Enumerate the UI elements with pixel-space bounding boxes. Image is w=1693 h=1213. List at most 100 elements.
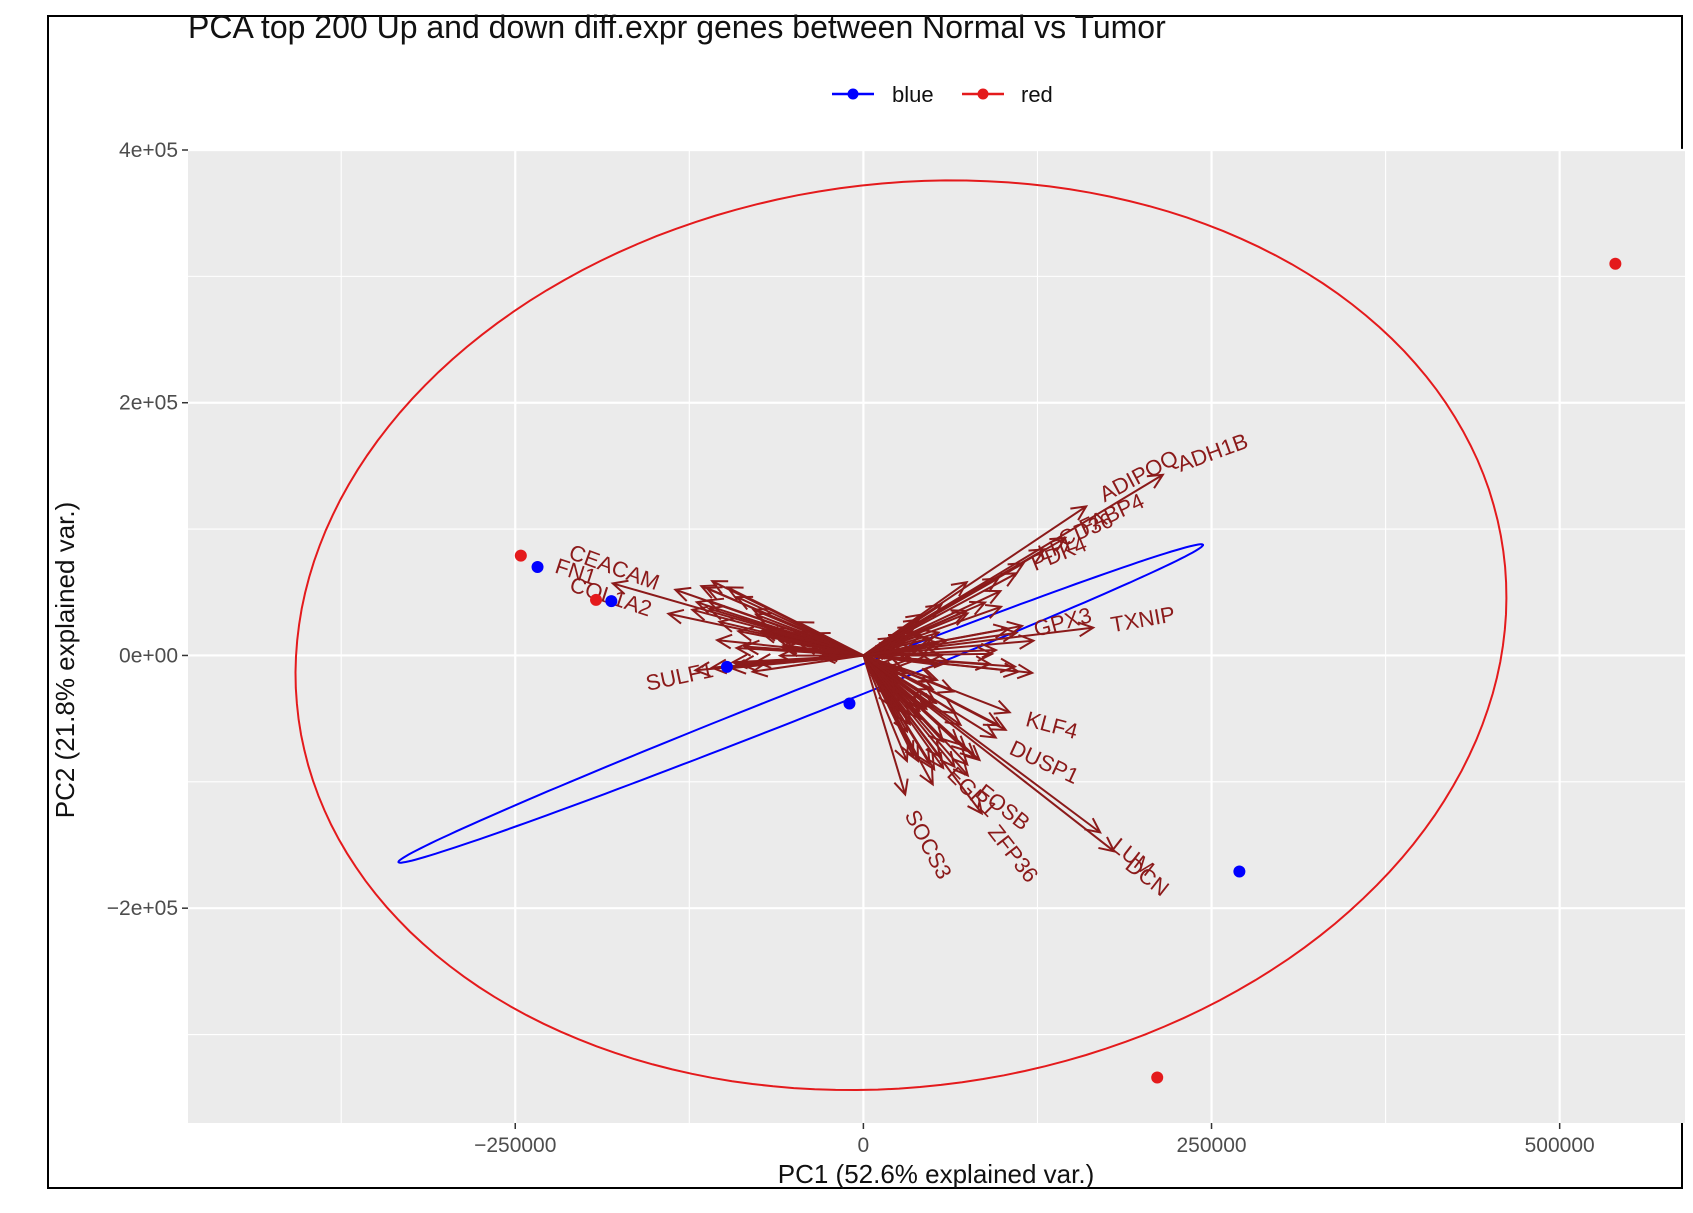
loading-arrow-sulf1 bbox=[731, 654, 864, 670]
loading-arrow-head bbox=[894, 744, 909, 764]
loading-arrow-head bbox=[977, 646, 995, 662]
loading-arrow-head bbox=[974, 655, 993, 671]
point-red bbox=[1151, 1071, 1164, 1084]
point-blue bbox=[720, 660, 733, 673]
loading-arrow-head bbox=[754, 653, 772, 669]
loading-arrow-fosb bbox=[862, 654, 969, 777]
loading-arrow-adipoq bbox=[862, 505, 1087, 657]
loading-arrow bbox=[862, 654, 1007, 731]
loading-arrow-head bbox=[710, 580, 729, 595]
point-red bbox=[1609, 257, 1622, 270]
loading-arrow-head bbox=[950, 580, 969, 597]
loading-arrow-head bbox=[781, 639, 799, 655]
loading-arrow-head bbox=[928, 751, 945, 770]
loading-arrow-head bbox=[951, 748, 969, 767]
loading-arrow-head bbox=[899, 651, 917, 667]
loading-arrow-socs3-head bbox=[893, 778, 909, 797]
loading-arrow-head bbox=[781, 641, 800, 658]
x-axis-title: PC1 (52.6% explained var.) bbox=[778, 1159, 1095, 1189]
loading-arrow-head bbox=[699, 584, 718, 599]
loading-arrow-dusp1 bbox=[862, 654, 997, 739]
loading-arrow-pdk4-head bbox=[1000, 572, 1019, 587]
loading-arrow bbox=[862, 655, 915, 757]
x-tick-label: −250000 bbox=[474, 1134, 556, 1157]
point-blue bbox=[531, 561, 544, 573]
loading-arrow-head bbox=[951, 611, 970, 626]
loading-arrow-fabp4-head bbox=[1049, 536, 1068, 552]
ellipses bbox=[294, 179, 1508, 1092]
y-axis-title: PC2 (21.8% explained var.) bbox=[50, 502, 80, 819]
point-blue bbox=[1233, 865, 1246, 878]
loading-arrow-head bbox=[917, 667, 936, 683]
loading-arrow-socs3 bbox=[862, 655, 907, 795]
legend-blue-label: blue bbox=[892, 82, 934, 107]
loading-arrow-head bbox=[693, 661, 711, 677]
loading-arrow-head bbox=[709, 658, 728, 675]
point-blue bbox=[843, 697, 856, 710]
loading-arrow-egr1 bbox=[862, 654, 941, 758]
loading-arrow-head bbox=[920, 753, 936, 772]
loading-arrow-head bbox=[751, 607, 770, 623]
loading-arrow-lum bbox=[862, 654, 1101, 834]
loading-arrow bbox=[727, 586, 864, 657]
loading-arrow-fosb-head bbox=[952, 759, 970, 778]
x-tick-label: 500000 bbox=[1525, 1134, 1595, 1157]
x-tick-label: 0 bbox=[858, 1134, 870, 1157]
loading-arrow-head bbox=[704, 586, 723, 601]
loading-arrow-fn1-head bbox=[610, 579, 629, 595]
legend-blue-dot bbox=[847, 88, 859, 100]
loading-arrow-lpl-head bbox=[1007, 562, 1026, 577]
loading-arrow-pdk4 bbox=[862, 572, 1018, 657]
ellipse-blue bbox=[397, 543, 1204, 864]
y-tick-label: 2e+05 bbox=[119, 392, 178, 415]
loading-arrow-zfp36-head bbox=[967, 797, 984, 816]
loading-arrow-col1a2-head bbox=[666, 608, 685, 625]
loading-arrows bbox=[610, 473, 1165, 853]
loading-arrow-head bbox=[980, 642, 999, 659]
loading-arrow-lum-head bbox=[1084, 817, 1102, 834]
loading-arrow-head bbox=[915, 747, 931, 766]
loading-arrow-head bbox=[777, 647, 795, 664]
loading-arrow-head bbox=[799, 639, 818, 656]
legend-red-label: red bbox=[1021, 82, 1053, 107]
loading-arrow-head bbox=[927, 725, 945, 744]
loading-arrow-head bbox=[690, 605, 709, 621]
loading-arrow-head bbox=[900, 740, 915, 759]
loading-arrow-adh1b-head bbox=[1146, 473, 1165, 489]
loading-arrow-gpx3 bbox=[863, 631, 1017, 657]
loading-arrow-head bbox=[742, 639, 760, 656]
loading-arrow-klf4 bbox=[863, 654, 1010, 714]
loading-arrow-ceacam-head bbox=[673, 586, 692, 602]
loading-arrow-egr1-head bbox=[925, 740, 942, 759]
loading-arrow-cd36-head bbox=[1028, 548, 1047, 564]
loading-arrow-head bbox=[984, 604, 1004, 619]
point-red bbox=[514, 549, 527, 562]
loading-arrow-head bbox=[736, 626, 755, 642]
loading-arrow-head bbox=[937, 678, 956, 694]
loading-arrow-ceacam bbox=[675, 588, 864, 657]
data-points bbox=[514, 257, 1622, 1084]
loading-arrow-klf4-head bbox=[993, 699, 1012, 715]
loading-arrow-col1a2 bbox=[668, 612, 864, 657]
loading-arrow-head bbox=[725, 586, 744, 601]
legend-red-dot bbox=[977, 88, 989, 100]
loading-arrow-gpx3-head bbox=[1001, 626, 1019, 643]
loading-arrow-head bbox=[999, 657, 1018, 674]
legend: blue red bbox=[832, 82, 1053, 107]
loading-arrow-head bbox=[1016, 663, 1035, 680]
loading-arrow bbox=[862, 601, 986, 657]
loading-arrow-dcn-head bbox=[1098, 836, 1116, 853]
loading-arrow-head bbox=[753, 612, 773, 627]
loading-arrow-head bbox=[714, 633, 733, 650]
loading-arrow-dcn bbox=[862, 654, 1115, 853]
loading-arrow-head bbox=[969, 600, 988, 616]
loading-arrow bbox=[862, 655, 908, 762]
loading-arrow-txnip bbox=[863, 626, 1094, 657]
loading-arrow-cd36 bbox=[862, 548, 1045, 657]
loading-arrow-head bbox=[989, 716, 1008, 731]
y-tick-label: −2e+05 bbox=[107, 897, 178, 920]
loading-arrow-txnip-head bbox=[1077, 621, 1096, 638]
ellipse-red bbox=[294, 179, 1508, 1092]
loading-arrow-dusp1-head bbox=[979, 723, 998, 739]
